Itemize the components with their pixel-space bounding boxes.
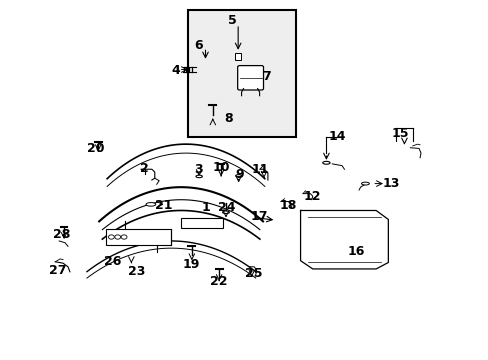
- Text: 1: 1: [201, 202, 209, 215]
- Text: 24: 24: [218, 202, 235, 215]
- Text: 14: 14: [328, 130, 345, 144]
- Circle shape: [108, 235, 114, 239]
- Text: 18: 18: [279, 199, 297, 212]
- Text: 7: 7: [262, 69, 270, 82]
- Text: 3: 3: [193, 163, 202, 176]
- Text: 5: 5: [227, 14, 236, 27]
- Text: 16: 16: [347, 245, 365, 258]
- Text: 28: 28: [53, 228, 70, 241]
- Text: 20: 20: [87, 142, 104, 155]
- FancyBboxPatch shape: [237, 66, 263, 90]
- Text: 17: 17: [250, 210, 267, 223]
- Text: 26: 26: [104, 255, 122, 268]
- Text: 22: 22: [210, 275, 227, 288]
- Text: 10: 10: [212, 161, 230, 174]
- Text: 21: 21: [155, 199, 172, 212]
- Text: 4: 4: [171, 64, 180, 77]
- Ellipse shape: [146, 203, 156, 206]
- Bar: [181, 218, 222, 228]
- Text: 6: 6: [193, 39, 202, 52]
- Text: 23: 23: [127, 265, 144, 278]
- Circle shape: [121, 235, 127, 239]
- Text: 15: 15: [391, 127, 408, 140]
- Bar: [235, 53, 241, 60]
- Bar: [105, 229, 171, 244]
- Ellipse shape: [322, 161, 329, 164]
- Text: 25: 25: [244, 267, 262, 280]
- Text: 8: 8: [224, 112, 233, 125]
- Text: 12: 12: [304, 190, 321, 203]
- Ellipse shape: [235, 175, 241, 177]
- Ellipse shape: [361, 182, 368, 185]
- Ellipse shape: [222, 211, 229, 213]
- Text: 13: 13: [381, 177, 399, 190]
- Ellipse shape: [196, 175, 202, 178]
- Text: 27: 27: [49, 264, 67, 277]
- Text: 19: 19: [182, 258, 199, 271]
- Bar: [188, 10, 295, 137]
- Text: 9: 9: [235, 168, 244, 181]
- Text: 2: 2: [140, 162, 149, 175]
- Text: 11: 11: [251, 163, 268, 176]
- Circle shape: [115, 235, 121, 239]
